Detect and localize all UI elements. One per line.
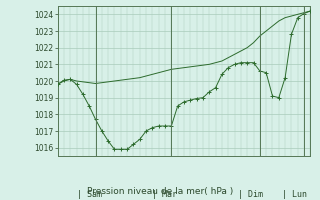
Text: | Mar: | Mar [152,190,177,199]
Text: | Dim: | Dim [238,190,263,199]
Text: | Sam: | Sam [77,190,102,199]
Text: Pression niveau de la mer( hPa ): Pression niveau de la mer( hPa ) [87,187,233,196]
Text: | Lun: | Lun [282,190,307,199]
